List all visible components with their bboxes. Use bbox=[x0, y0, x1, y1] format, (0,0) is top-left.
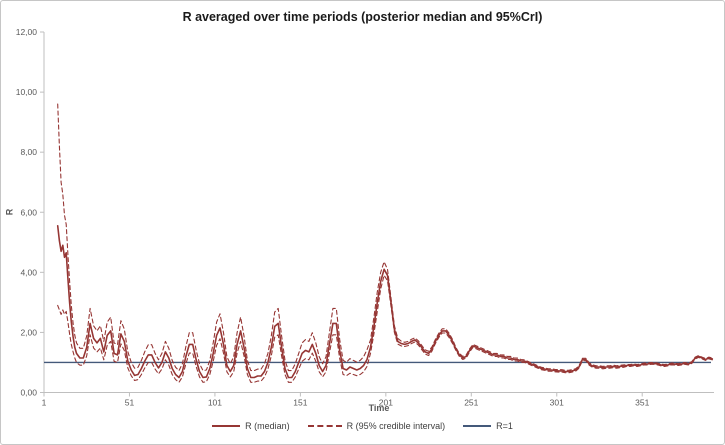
x-tick-label: 101 bbox=[208, 398, 222, 408]
series-line-median bbox=[56, 225, 714, 379]
y-tick-label: 6,00 bbox=[20, 207, 37, 217]
legend-item-median: R (median) bbox=[212, 421, 290, 431]
x-tick-label: 301 bbox=[550, 398, 564, 408]
x-tick-label: 51 bbox=[125, 398, 135, 408]
x-tick-label: 351 bbox=[635, 398, 649, 408]
y-tick-label: 4,00 bbox=[20, 267, 37, 277]
r-equals-1-line-swatch-icon bbox=[463, 425, 492, 427]
series-line-ci-lower bbox=[57, 274, 713, 383]
legend-label-median: R (median) bbox=[245, 421, 290, 431]
y-axis-title: R bbox=[4, 208, 15, 216]
legend: R (median) R (95% credible interval) R=1 bbox=[1, 421, 724, 431]
credible-interval-line-swatch-icon bbox=[307, 425, 342, 427]
x-tick-label: 1 bbox=[42, 398, 47, 408]
legend-item-r-equals-1: R=1 bbox=[463, 421, 513, 431]
x-tick-label: 201 bbox=[379, 398, 393, 408]
series-line-ci-upper bbox=[57, 103, 713, 372]
legend-label-credible-interval: R (95% credible interval) bbox=[346, 421, 446, 431]
x-tick-label: 251 bbox=[464, 398, 478, 408]
y-tick-label: 10,00 bbox=[16, 87, 38, 97]
y-tick-label: 0,00 bbox=[20, 388, 37, 398]
y-tick-label: 12,00 bbox=[16, 27, 38, 37]
x-tick-label: 151 bbox=[293, 398, 307, 408]
y-tick-label: 2,00 bbox=[20, 327, 37, 337]
legend-label-r-equals-1: R=1 bbox=[496, 421, 513, 431]
legend-item-credible-interval: R (95% credible interval) bbox=[307, 421, 446, 431]
y-tick-label: 8,00 bbox=[20, 147, 37, 157]
chart-title: R averaged over time periods (posterior … bbox=[182, 10, 543, 24]
median-line-swatch-icon bbox=[212, 425, 241, 427]
x-axis-title: Time bbox=[368, 403, 390, 413]
